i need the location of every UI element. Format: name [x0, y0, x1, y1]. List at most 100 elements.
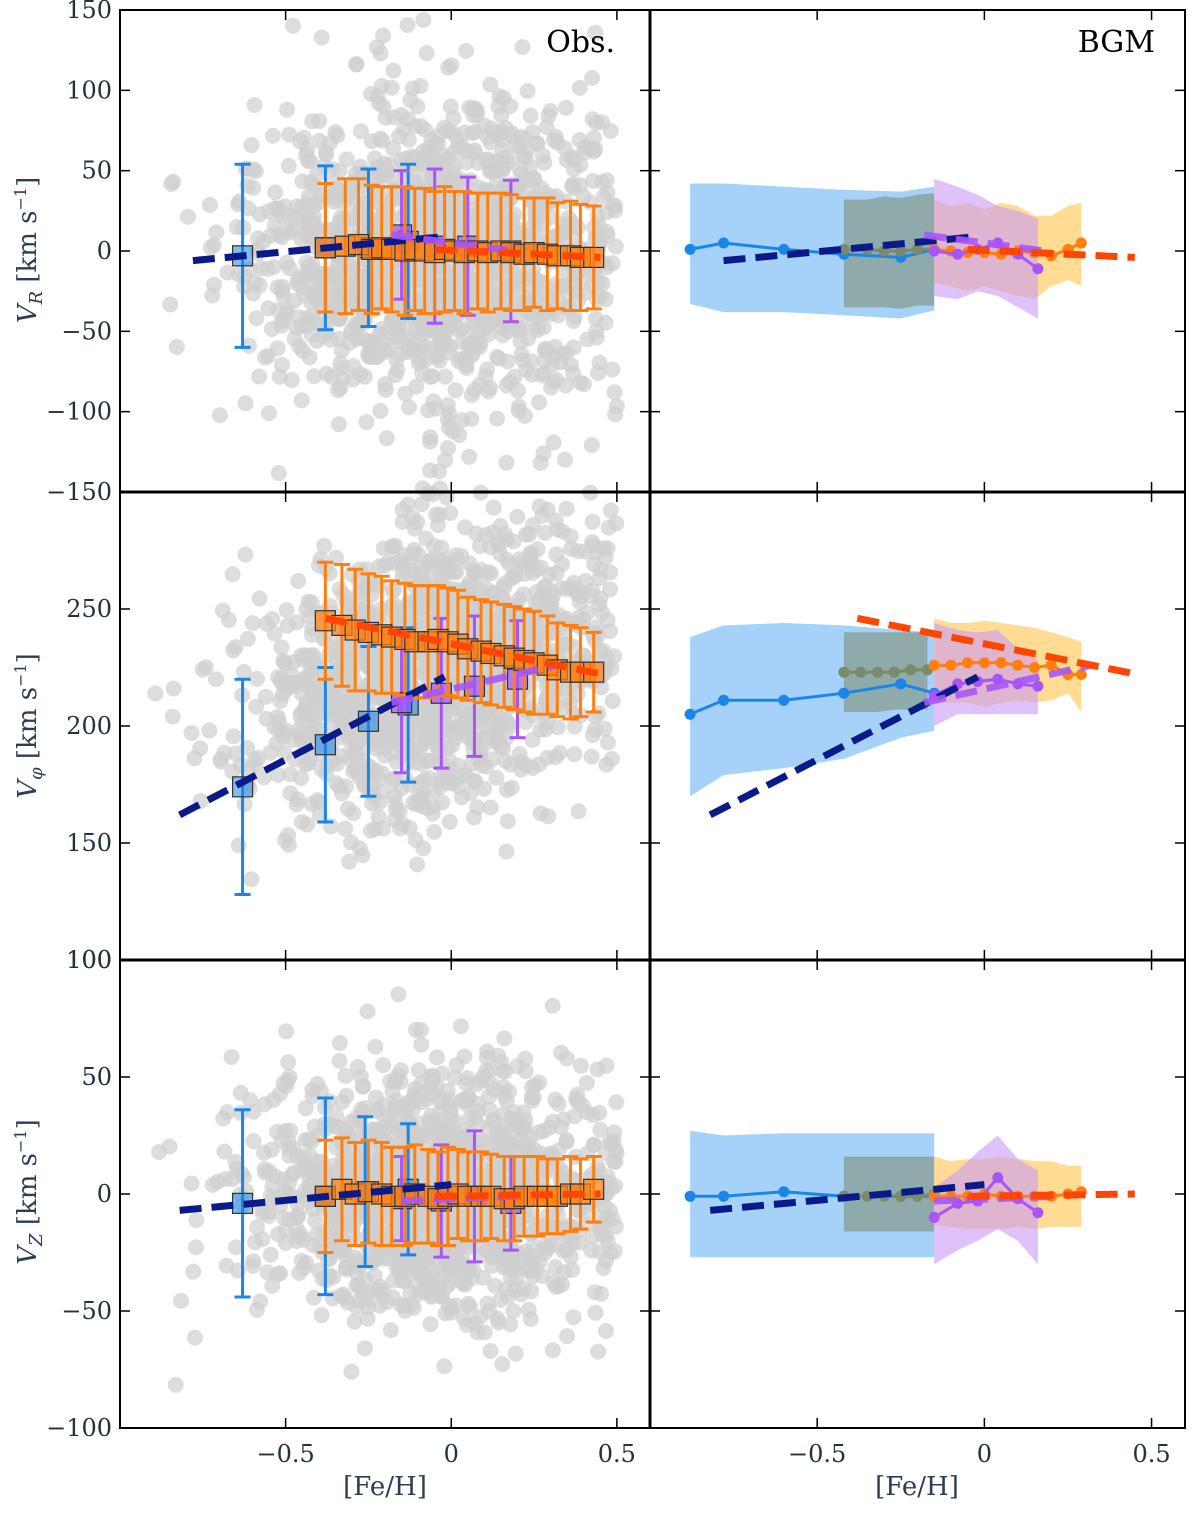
- star-point: [300, 1132, 317, 1149]
- star-point: [295, 1231, 311, 1248]
- star-point: [307, 313, 324, 330]
- star-point: [302, 659, 319, 676]
- star-point: [512, 555, 529, 572]
- star-point: [306, 368, 323, 385]
- blue-model-point: [684, 243, 696, 255]
- purple-model-point: [928, 1211, 940, 1223]
- star-point: [469, 154, 486, 171]
- star-point: [375, 540, 392, 557]
- star-point: [557, 99, 574, 116]
- star-point: [545, 434, 562, 451]
- star-point: [236, 796, 253, 813]
- star-point: [587, 1304, 604, 1321]
- star-point: [392, 1073, 409, 1090]
- ylabel-vphi-unit: [km s: [13, 687, 43, 759]
- blue-model-point: [778, 694, 790, 706]
- star-point: [408, 796, 425, 813]
- ylabel-vz: VZ [km s−1]: [11, 1119, 47, 1264]
- star-point: [273, 356, 290, 373]
- star-point: [165, 173, 182, 190]
- star-point: [231, 193, 248, 210]
- star-point: [330, 416, 347, 433]
- ylabel-vz-main: V: [13, 1244, 43, 1265]
- star-point: [447, 662, 464, 679]
- star-point: [337, 820, 354, 837]
- star-point: [391, 128, 407, 145]
- star-point: [374, 132, 391, 149]
- star-point: [422, 429, 439, 446]
- star-point: [284, 17, 301, 34]
- star-point: [584, 1228, 601, 1245]
- star-point: [278, 722, 295, 739]
- star-point: [308, 332, 325, 349]
- star-point: [375, 1057, 392, 1074]
- star-point: [402, 92, 419, 109]
- fit-high-dashed: [967, 245, 1136, 261]
- star-point: [582, 194, 599, 211]
- star-point: [553, 1044, 570, 1061]
- orange-model-point: [928, 659, 940, 671]
- star-point: [281, 1068, 298, 1085]
- star-point: [566, 1108, 583, 1125]
- olive-model-point: [912, 243, 923, 255]
- ylabel-vz-unit: [km s: [13, 1153, 43, 1225]
- star-point: [300, 152, 316, 169]
- star-point: [334, 714, 350, 731]
- star-point: [455, 1310, 472, 1327]
- y-tick-label: 0: [97, 237, 112, 265]
- star-point: [604, 255, 621, 272]
- star-point: [420, 1274, 437, 1291]
- star-point: [472, 742, 488, 759]
- star-point: [281, 260, 298, 277]
- star-point: [498, 843, 515, 860]
- star-point: [524, 192, 541, 209]
- star-point: [265, 127, 281, 144]
- fit-high-dashed: [434, 245, 601, 261]
- star-point: [215, 1110, 232, 1127]
- star-point: [351, 768, 367, 785]
- star-point: [230, 837, 247, 854]
- star-point: [235, 663, 252, 680]
- star-point: [564, 1261, 581, 1278]
- star-point: [413, 338, 430, 355]
- star-point: [291, 338, 308, 355]
- star-point: [495, 1079, 512, 1096]
- star-point: [183, 725, 200, 741]
- star-point: [379, 163, 396, 180]
- star-point: [441, 150, 458, 167]
- star-point: [185, 1263, 202, 1280]
- star-point: [490, 1314, 507, 1331]
- star-point: [585, 129, 602, 146]
- star-point: [278, 602, 295, 619]
- star-point: [353, 730, 370, 747]
- star-point: [442, 1123, 459, 1140]
- star-point: [489, 410, 505, 427]
- star-point: [340, 729, 357, 746]
- star-point: [453, 548, 470, 565]
- purple-model-point: [1032, 263, 1044, 275]
- star-point: [445, 774, 462, 791]
- star-point: [607, 238, 624, 255]
- star-point: [248, 670, 265, 687]
- star-point: [278, 1023, 295, 1040]
- star-point: [408, 1021, 424, 1038]
- star-point: [603, 751, 620, 767]
- star-point: [168, 338, 185, 355]
- y-tick-label: 150: [66, 0, 112, 24]
- star-point: [313, 29, 330, 46]
- star-point: [269, 1123, 285, 1140]
- star-point: [603, 660, 620, 677]
- star-point: [527, 1077, 544, 1094]
- star-point: [482, 799, 499, 816]
- star-point: [453, 789, 470, 806]
- blue-model-point: [684, 1190, 696, 1202]
- star-point: [427, 400, 444, 417]
- star-point: [323, 369, 340, 385]
- star-point: [482, 76, 499, 93]
- star-point: [469, 1096, 486, 1112]
- star-point: [280, 837, 297, 854]
- star-point: [406, 520, 423, 537]
- star-point: [592, 1121, 609, 1138]
- star-point: [282, 1122, 299, 1139]
- star-point: [450, 353, 467, 370]
